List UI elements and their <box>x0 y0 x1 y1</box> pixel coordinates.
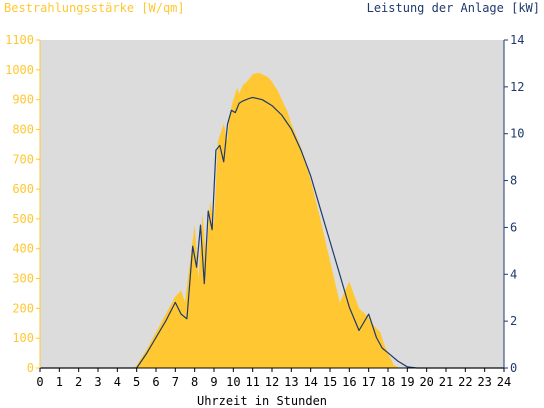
right-tick-label: 8 <box>510 174 517 188</box>
left-tick-label: 100 <box>12 331 34 345</box>
series-layer <box>40 72 504 369</box>
x-tick-label: 24 <box>497 375 511 389</box>
x-tick-label: 14 <box>303 375 317 389</box>
x-tick-label: 16 <box>342 375 356 389</box>
x-tick-label: 13 <box>284 375 298 389</box>
right-tick-label: 14 <box>510 33 524 47</box>
x-tick-label: 7 <box>172 375 179 389</box>
x-tick-label: 10 <box>226 375 240 389</box>
right-axis-title: Leistung der Anlage [kW] <box>367 1 540 15</box>
x-tick-label: 18 <box>381 375 395 389</box>
left-tick-label: 800 <box>12 122 34 136</box>
right-tick-label: 12 <box>510 80 524 94</box>
irradiance-area <box>40 72 504 369</box>
x-tick-label: 3 <box>94 375 101 389</box>
x-tick-label: 11 <box>245 375 259 389</box>
x-tick-label: 12 <box>265 375 279 389</box>
axes-layer: 0100200300400500600700800900100011000246… <box>5 33 524 389</box>
left-tick-label: 700 <box>12 152 34 166</box>
left-tick-label: 200 <box>12 301 34 315</box>
x-tick-label: 22 <box>458 375 472 389</box>
x-tick-label: 23 <box>477 375 491 389</box>
x-tick-label: 5 <box>133 375 140 389</box>
x-tick-label: 8 <box>191 375 198 389</box>
left-tick-label: 400 <box>12 242 34 256</box>
left-tick-label: 500 <box>12 212 34 226</box>
left-tick-label: 600 <box>12 182 34 196</box>
right-tick-label: 10 <box>510 127 524 141</box>
left-axis-title: Bestrahlungsstärke [W/qm] <box>4 1 185 15</box>
power-line <box>40 96 504 369</box>
right-tick-label: 0 <box>510 361 517 375</box>
left-tick-label: 1100 <box>5 33 34 47</box>
x-tick-label: 2 <box>75 375 82 389</box>
left-tick-label: 900 <box>12 93 34 107</box>
x-tick-label: 21 <box>439 375 453 389</box>
x-tick-label: 20 <box>419 375 433 389</box>
x-tick-label: 17 <box>361 375 375 389</box>
right-tick-label: 2 <box>510 314 517 328</box>
x-tick-label: 4 <box>114 375 121 389</box>
x-tick-label: 6 <box>152 375 159 389</box>
left-tick-label: 1000 <box>5 63 34 77</box>
right-tick-label: 6 <box>510 220 517 234</box>
x-tick-label: 0 <box>36 375 43 389</box>
x-tick-label: 1 <box>56 375 63 389</box>
left-tick-label: 300 <box>12 272 34 286</box>
x-tick-label: 15 <box>323 375 337 389</box>
x-tick-label: 19 <box>400 375 414 389</box>
x-axis-title: Uhrzeit in Stunden <box>197 394 327 408</box>
right-tick-label: 4 <box>510 267 517 281</box>
x-tick-label: 9 <box>210 375 217 389</box>
left-tick-label: 0 <box>27 361 34 375</box>
